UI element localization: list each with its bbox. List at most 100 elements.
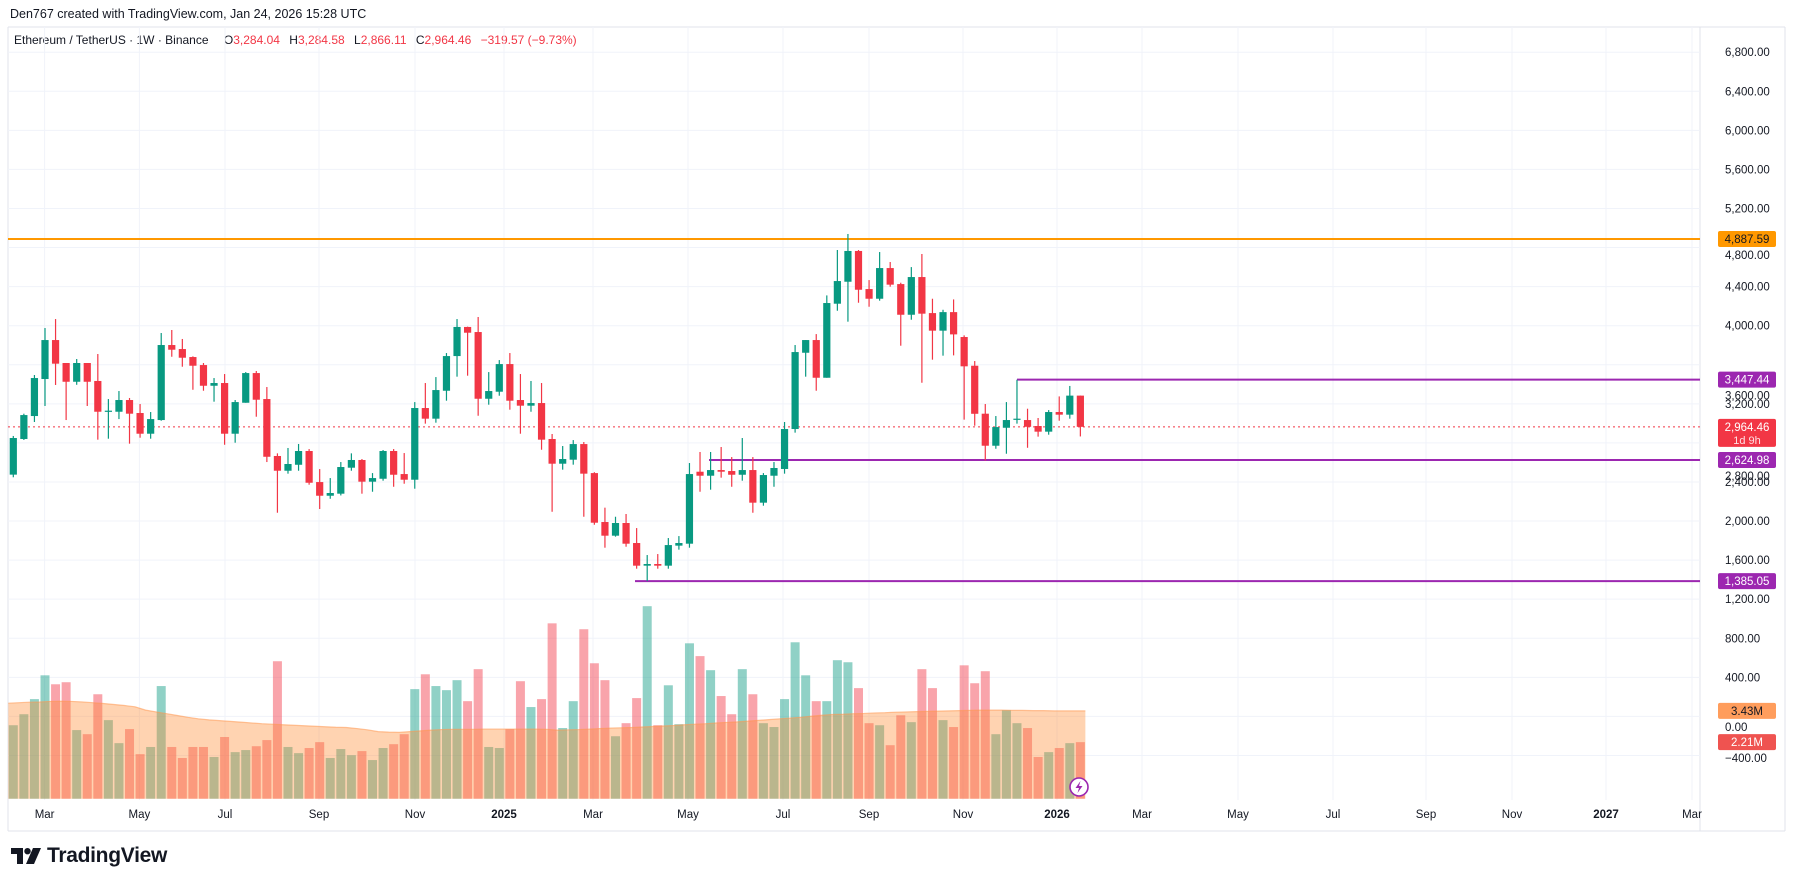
- candle-body: [1066, 395, 1074, 415]
- candle-body: [221, 383, 229, 434]
- candle: [865, 280, 873, 307]
- volume-bar: [156, 686, 166, 799]
- volume-bar: [441, 690, 451, 799]
- candle: [199, 363, 208, 391]
- candle: [421, 383, 429, 424]
- candle: [706, 451, 715, 490]
- candle-body: [442, 356, 451, 391]
- volume-bar: [885, 745, 895, 799]
- volume-bar: [230, 752, 240, 799]
- candle: [770, 462, 778, 487]
- volume-bar: [389, 744, 399, 799]
- candle-body: [876, 268, 884, 299]
- price-badge-2-text: 2,624.98: [1725, 455, 1770, 467]
- candle-body: [537, 403, 546, 440]
- candle: [728, 457, 736, 487]
- candle: [189, 356, 197, 390]
- volume-bar: [241, 750, 251, 799]
- price-badge-3-bg: [1718, 573, 1776, 590]
- candle: [569, 440, 577, 465]
- low-label: L: [354, 33, 361, 47]
- candle-body: [622, 522, 630, 544]
- price-tick-label: 400.00: [1725, 672, 1760, 684]
- volume-ma-line: [8, 700, 1086, 733]
- countdown-text: 1d 9h: [1733, 435, 1761, 447]
- price-axis: 6,800.00 6,400.00 6,000.00 5,600.00 5,200.00…: [1725, 47, 1770, 765]
- candle: [918, 253, 926, 383]
- volume-bar: [135, 754, 145, 799]
- volume-bar: [29, 699, 39, 799]
- price-tick-label: 4,400.00: [1725, 282, 1770, 294]
- volume-bar: [589, 663, 599, 799]
- tradingview-logo[interactable]: TradingView: [11, 844, 167, 868]
- candle: [284, 447, 292, 474]
- candle-body: [812, 340, 820, 378]
- candle-body: [379, 451, 387, 479]
- volume-ma: [8, 700, 1086, 799]
- candle-body: [368, 478, 377, 482]
- close-value: 2,964.46: [424, 33, 472, 47]
- candle-body: [590, 473, 598, 523]
- candle: [83, 363, 91, 406]
- candle-body: [294, 451, 303, 465]
- candle-body: [559, 459, 567, 464]
- candle: [453, 319, 461, 377]
- candle-body: [358, 459, 366, 482]
- candle-body: [242, 373, 250, 403]
- volume-bar: [927, 688, 937, 799]
- volume-bar: [515, 681, 525, 799]
- candle: [675, 536, 683, 550]
- candle-body: [178, 349, 186, 358]
- candle-body: [854, 250, 863, 290]
- close-label: C: [415, 33, 425, 47]
- candle-body: [62, 363, 70, 382]
- volume-bar: [463, 701, 473, 799]
- price-tick-label: 0.00: [1725, 722, 1747, 734]
- candle: [981, 404, 989, 461]
- time-tick-label: May: [677, 809, 699, 821]
- candle: [432, 377, 440, 423]
- candle: [358, 459, 366, 494]
- candle-body: [273, 455, 282, 471]
- candle-body: [728, 471, 736, 475]
- volume-bar: [896, 715, 906, 799]
- candle-body: [611, 522, 620, 536]
- volume-bar: [674, 724, 684, 799]
- volume-bar: [790, 642, 800, 799]
- symbol-name[interactable]: Ethereum / TetherUS · 1W · Binance: [14, 33, 209, 47]
- candle: [368, 473, 377, 492]
- chart-attribution: Den767 created with TradingView.com, Jan…: [10, 7, 367, 21]
- candle: [41, 328, 49, 406]
- candle: [992, 416, 1000, 449]
- candle: [390, 449, 398, 487]
- candle: [1076, 395, 1084, 437]
- candle: [696, 451, 704, 492]
- price-tick-label: 1,600.00: [1725, 555, 1770, 567]
- candle: [210, 378, 218, 402]
- volume-bar: [748, 694, 758, 799]
- volume-bar: [843, 662, 853, 799]
- candle: [527, 380, 535, 412]
- candle-body: [495, 364, 503, 392]
- candle: [633, 528, 641, 569]
- volume-bar: [1033, 756, 1043, 799]
- volume-bar: [51, 684, 61, 799]
- candle-body: [41, 340, 49, 380]
- candle-body: [749, 470, 757, 503]
- candle: [833, 249, 841, 311]
- candle: [1045, 410, 1053, 435]
- volume-bar: [875, 725, 885, 799]
- candle: [1034, 417, 1042, 437]
- volume-bar: [991, 734, 1001, 799]
- candle-body: [326, 493, 334, 496]
- time-tick-label: 2025: [491, 809, 517, 821]
- lightning-icon[interactable]: [1069, 777, 1089, 797]
- candle: [400, 453, 408, 484]
- volume-bar: [769, 727, 779, 799]
- candle-body: [210, 383, 218, 386]
- candle: [379, 450, 387, 481]
- candle-body: [685, 474, 694, 544]
- volume-bar: [315, 742, 325, 799]
- volume-bar: [970, 683, 980, 799]
